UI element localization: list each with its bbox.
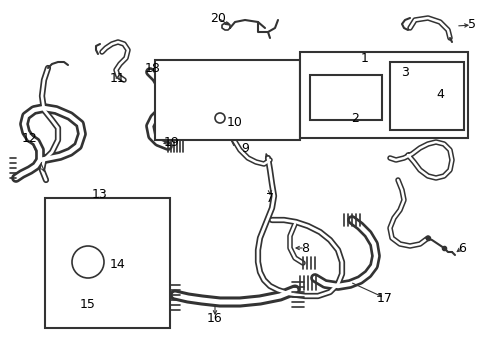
Circle shape <box>215 113 225 123</box>
Text: 4: 4 <box>436 89 444 102</box>
Text: 17: 17 <box>377 292 393 305</box>
Bar <box>45 198 170 328</box>
Text: 5: 5 <box>468 18 476 31</box>
Text: 10: 10 <box>227 116 243 129</box>
Text: 2: 2 <box>351 112 359 125</box>
Text: 14: 14 <box>110 258 126 271</box>
Circle shape <box>72 246 104 278</box>
Bar <box>310 75 382 120</box>
Text: 12: 12 <box>22 131 38 144</box>
Text: 11: 11 <box>110 72 126 85</box>
Bar <box>155 60 300 140</box>
Text: 16: 16 <box>207 311 223 324</box>
Text: 20: 20 <box>210 12 226 24</box>
Text: 7: 7 <box>266 192 274 204</box>
Text: 19: 19 <box>164 135 180 148</box>
Text: 18: 18 <box>145 62 161 75</box>
Bar <box>300 52 468 138</box>
Text: 15: 15 <box>80 298 96 311</box>
Text: 8: 8 <box>301 242 309 255</box>
Text: 13: 13 <box>92 189 108 202</box>
Text: 3: 3 <box>401 66 409 78</box>
Text: 6: 6 <box>458 242 466 255</box>
Text: 9: 9 <box>241 141 249 154</box>
Bar <box>390 62 464 130</box>
Text: 1: 1 <box>361 51 369 64</box>
